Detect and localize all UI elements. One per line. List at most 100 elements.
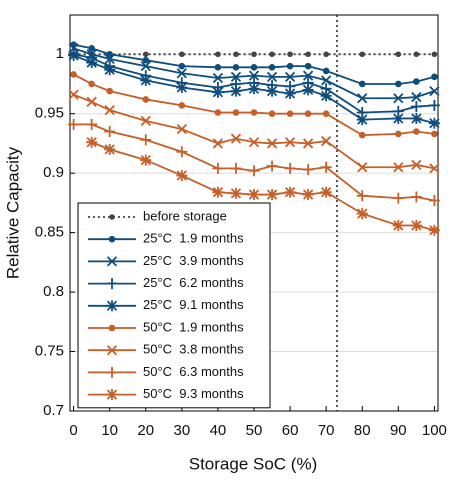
- legend-label: 50°C 9.3 months: [143, 386, 244, 401]
- marker-stroke: [176, 124, 187, 135]
- marker: [302, 189, 314, 201]
- legend-label: before storage: [143, 208, 227, 223]
- series-line: [73, 123, 435, 202]
- marker: [431, 130, 438, 138]
- marker-dot: [214, 109, 222, 116]
- marker-stroke: [393, 162, 404, 173]
- marker-dot: [395, 80, 402, 88]
- marker: [428, 99, 440, 111]
- marker: [284, 71, 296, 82]
- marker: [320, 186, 332, 198]
- marker: [140, 74, 152, 86]
- x-tick-label: 40: [210, 422, 227, 439]
- marker: [86, 57, 98, 69]
- marker-dot: [286, 62, 294, 70]
- marker: [286, 62, 294, 70]
- marker: [68, 49, 80, 61]
- marker-stroke: [176, 68, 187, 79]
- marker-stroke: [284, 137, 296, 148]
- marker: [70, 71, 77, 78]
- marker: [106, 87, 113, 95]
- marker-stroke: [106, 256, 118, 267]
- marker: [176, 82, 188, 94]
- legend-label: 25°C 6.2 months: [143, 275, 244, 290]
- marker-dot: [322, 110, 330, 118]
- marker-dot: [305, 51, 311, 58]
- y-tick-label: 0.85: [35, 224, 64, 241]
- marker: [413, 51, 420, 58]
- marker-dot: [304, 110, 312, 118]
- series-line: [73, 93, 435, 170]
- marker-dot: [108, 235, 116, 243]
- marker-dot: [106, 87, 113, 95]
- marker-stroke: [284, 71, 296, 82]
- marker: [86, 96, 97, 107]
- marker: [140, 60, 151, 72]
- marker: [305, 51, 311, 58]
- marker: [356, 114, 368, 126]
- marker: [428, 224, 440, 236]
- marker: [178, 102, 186, 109]
- y-tick-label: 1: [56, 45, 64, 62]
- marker: [179, 51, 185, 58]
- marker: [287, 51, 293, 58]
- marker: [302, 138, 314, 149]
- marker: [322, 67, 330, 75]
- marker: [178, 62, 186, 70]
- marker-dot: [268, 64, 276, 71]
- marker: [104, 126, 116, 138]
- marker: [356, 208, 368, 220]
- marker: [429, 85, 440, 97]
- marker-stroke: [212, 138, 224, 149]
- marker: [212, 86, 224, 98]
- marker: [214, 109, 222, 116]
- marker: [320, 90, 332, 102]
- marker-dot: [215, 51, 221, 58]
- marker: [86, 136, 98, 148]
- marker-stroke: [411, 91, 422, 103]
- x-tick-label: 100: [422, 422, 447, 439]
- marker-dot: [287, 51, 293, 58]
- y-tick-label: 0.8: [43, 283, 64, 300]
- marker: [428, 117, 440, 129]
- marker: [68, 89, 79, 100]
- marker: [395, 51, 402, 58]
- marker: [248, 137, 260, 148]
- marker-dot: [250, 64, 258, 71]
- marker-dot: [395, 51, 402, 58]
- marker: [393, 93, 404, 104]
- marker: [413, 78, 420, 85]
- marker: [359, 51, 366, 58]
- marker-dot: [304, 62, 312, 70]
- marker: [268, 110, 276, 118]
- x-axis-label: Storage SoC (%): [189, 454, 318, 473]
- marker-dot: [70, 71, 77, 78]
- marker: [392, 112, 404, 124]
- marker-stroke: [357, 93, 368, 104]
- marker: [212, 162, 224, 174]
- marker: [392, 219, 404, 231]
- marker: [431, 51, 438, 58]
- marker: [108, 235, 116, 243]
- marker-dot: [88, 44, 95, 52]
- marker-dot: [431, 51, 438, 58]
- marker: [250, 109, 258, 116]
- marker-stroke: [266, 138, 278, 149]
- marker-dot: [142, 96, 150, 103]
- marker: [323, 51, 329, 58]
- legend-label: 50°C 1.9 months: [143, 319, 244, 334]
- marker: [212, 72, 224, 84]
- marker: [230, 85, 242, 97]
- marker: [395, 130, 402, 138]
- marker: [357, 162, 368, 173]
- marker-dot: [286, 110, 294, 118]
- marker: [302, 84, 314, 96]
- marker: [266, 71, 278, 82]
- marker: [358, 80, 366, 88]
- marker: [176, 146, 188, 158]
- marker: [88, 80, 95, 88]
- marker: [140, 154, 152, 166]
- marker-stroke: [212, 72, 224, 84]
- marker: [284, 137, 296, 148]
